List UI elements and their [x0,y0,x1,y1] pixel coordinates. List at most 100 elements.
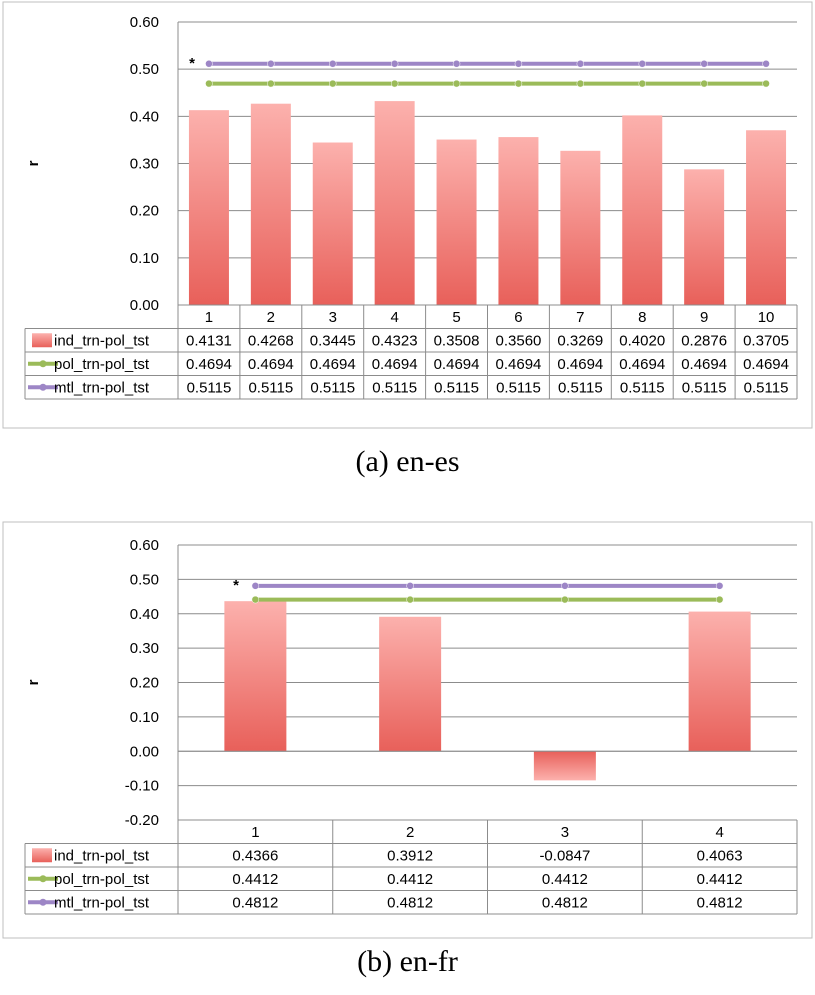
line-marker [205,79,213,88]
y-axis-label: r [25,679,42,685]
y-tick-label: -0.10 [125,778,159,795]
data-label: 0.4694 [496,356,542,373]
line-marker [561,595,569,604]
data-label: 0.4812 [387,894,433,911]
legend-label: ind_trn-pol_tst [54,332,150,349]
line-marker [205,59,213,68]
data-label: 0.3445 [310,332,356,349]
line-marker [762,79,770,88]
data-label: 0.3508 [434,332,480,349]
bar [498,137,539,305]
x-tick-label: 1 [205,309,213,326]
bar [436,139,477,305]
bar [622,115,663,305]
data-label: 0.4812 [542,894,588,911]
data-label: 0.2876 [681,332,727,349]
x-tick-label: 8 [638,309,646,326]
line-marker [576,79,585,88]
line-marker [390,59,399,68]
data-label: 0.3912 [387,847,433,864]
data-label: 0.4694 [557,356,603,373]
caption-en-fr: (b) en-fr [357,945,458,978]
y-tick-label: 0.50 [130,571,159,588]
line-marker [390,79,399,88]
line-marker [251,595,260,604]
line-marker [638,59,646,68]
data-label: 0.4812 [232,894,278,911]
y-tick-label: 0.00 [130,297,159,314]
x-tick-label: 4 [715,824,723,841]
x-tick-label: 9 [700,309,708,326]
data-label: 0.4412 [542,871,588,888]
line-marker [329,79,337,88]
legend-label: pol_trn-pol_tst [54,356,150,373]
bar [312,142,353,305]
line-marker [638,79,646,88]
line-marker [267,79,275,88]
bar [250,103,291,306]
legend-swatch-bar [32,333,52,348]
data-label: 0.4366 [232,847,278,864]
legend-swatch-marker [39,383,47,391]
data-label: 0.4694 [681,356,727,373]
data-label: 0.4323 [372,332,418,349]
legend-swatch-marker [39,898,47,906]
y-tick-label: 0.20 [130,203,159,220]
data-label: 0.4694 [743,356,789,373]
data-label: 0.5115 [434,379,479,396]
data-label: 0.4412 [232,871,278,888]
x-tick-label: 7 [576,309,584,326]
x-tick-label: 2 [267,309,275,326]
bar [188,110,229,305]
data-label: 0.4131 [186,332,232,349]
legend-swatch-marker [39,875,47,883]
line-marker [715,582,724,590]
bar [688,611,751,752]
line-marker [700,79,708,88]
bar [533,751,596,781]
legend-label: ind_trn-pol_tst [54,847,150,864]
y-tick-label: 0.60 [130,14,159,31]
chart-en-es: 0.00 0.10 0.20 0.30 0.40 0.50 0.60 r * 1 2 3 4 5 6 7 8 9 1… [2,1,813,429]
data-label: 0.5115 [620,379,665,396]
y-axis-label: r [25,160,42,166]
chart-en-fr: -0.20 -0.10 0.00 0.10 0.20 0.30 0.40 0.50 0.60 r *… [2,521,813,939]
y-tick-label: 0.30 [130,640,159,657]
x-tick-label: 2 [406,824,414,841]
data-label: 0.3269 [557,332,603,349]
y-tick-label: -0.20 [125,812,159,829]
x-tick-label: 1 [251,824,259,841]
bar [746,130,787,305]
significance-marker: * [189,55,195,72]
data-label: 0.4694 [310,356,356,373]
caption-en-es: (a) en-es [355,445,460,478]
data-label: 0.5115 [187,379,232,396]
data-label: 0.4694 [434,356,480,373]
y-tick-label: 0.40 [130,606,159,623]
data-label: -0.0847 [539,847,590,864]
data-label: 0.5115 [744,379,789,396]
line-marker [514,59,523,68]
y-tick-label: 0.00 [130,743,159,760]
line-marker [561,582,569,590]
data-label: 0.5115 [558,379,603,396]
line-marker [700,59,708,68]
line-marker [762,59,770,68]
data-label: 0.5115 [682,379,727,396]
data-label: 0.3705 [743,332,789,349]
chart-panel-en-fr: -0.20 -0.10 0.00 0.10 0.20 0.30 0.40 0.50 0.60 r *… [0,520,815,940]
y-tick-label: 0.10 [130,709,159,726]
legend-label: mtl_trn-pol_tst [54,894,150,911]
y-tick-label: 0.10 [130,250,159,267]
legend-swatch-bar [32,848,52,863]
bar [224,601,287,752]
data-label: 0.5115 [372,379,417,396]
y-tick-label: 0.30 [130,156,159,173]
data-label: 0.5115 [248,379,293,396]
line-marker [715,595,724,604]
data-label: 0.5115 [496,379,541,396]
line-marker [452,79,461,88]
line-marker [576,59,585,68]
legend-label: mtl_trn-pol_tst [54,379,150,396]
x-tick-label: 5 [452,309,460,326]
